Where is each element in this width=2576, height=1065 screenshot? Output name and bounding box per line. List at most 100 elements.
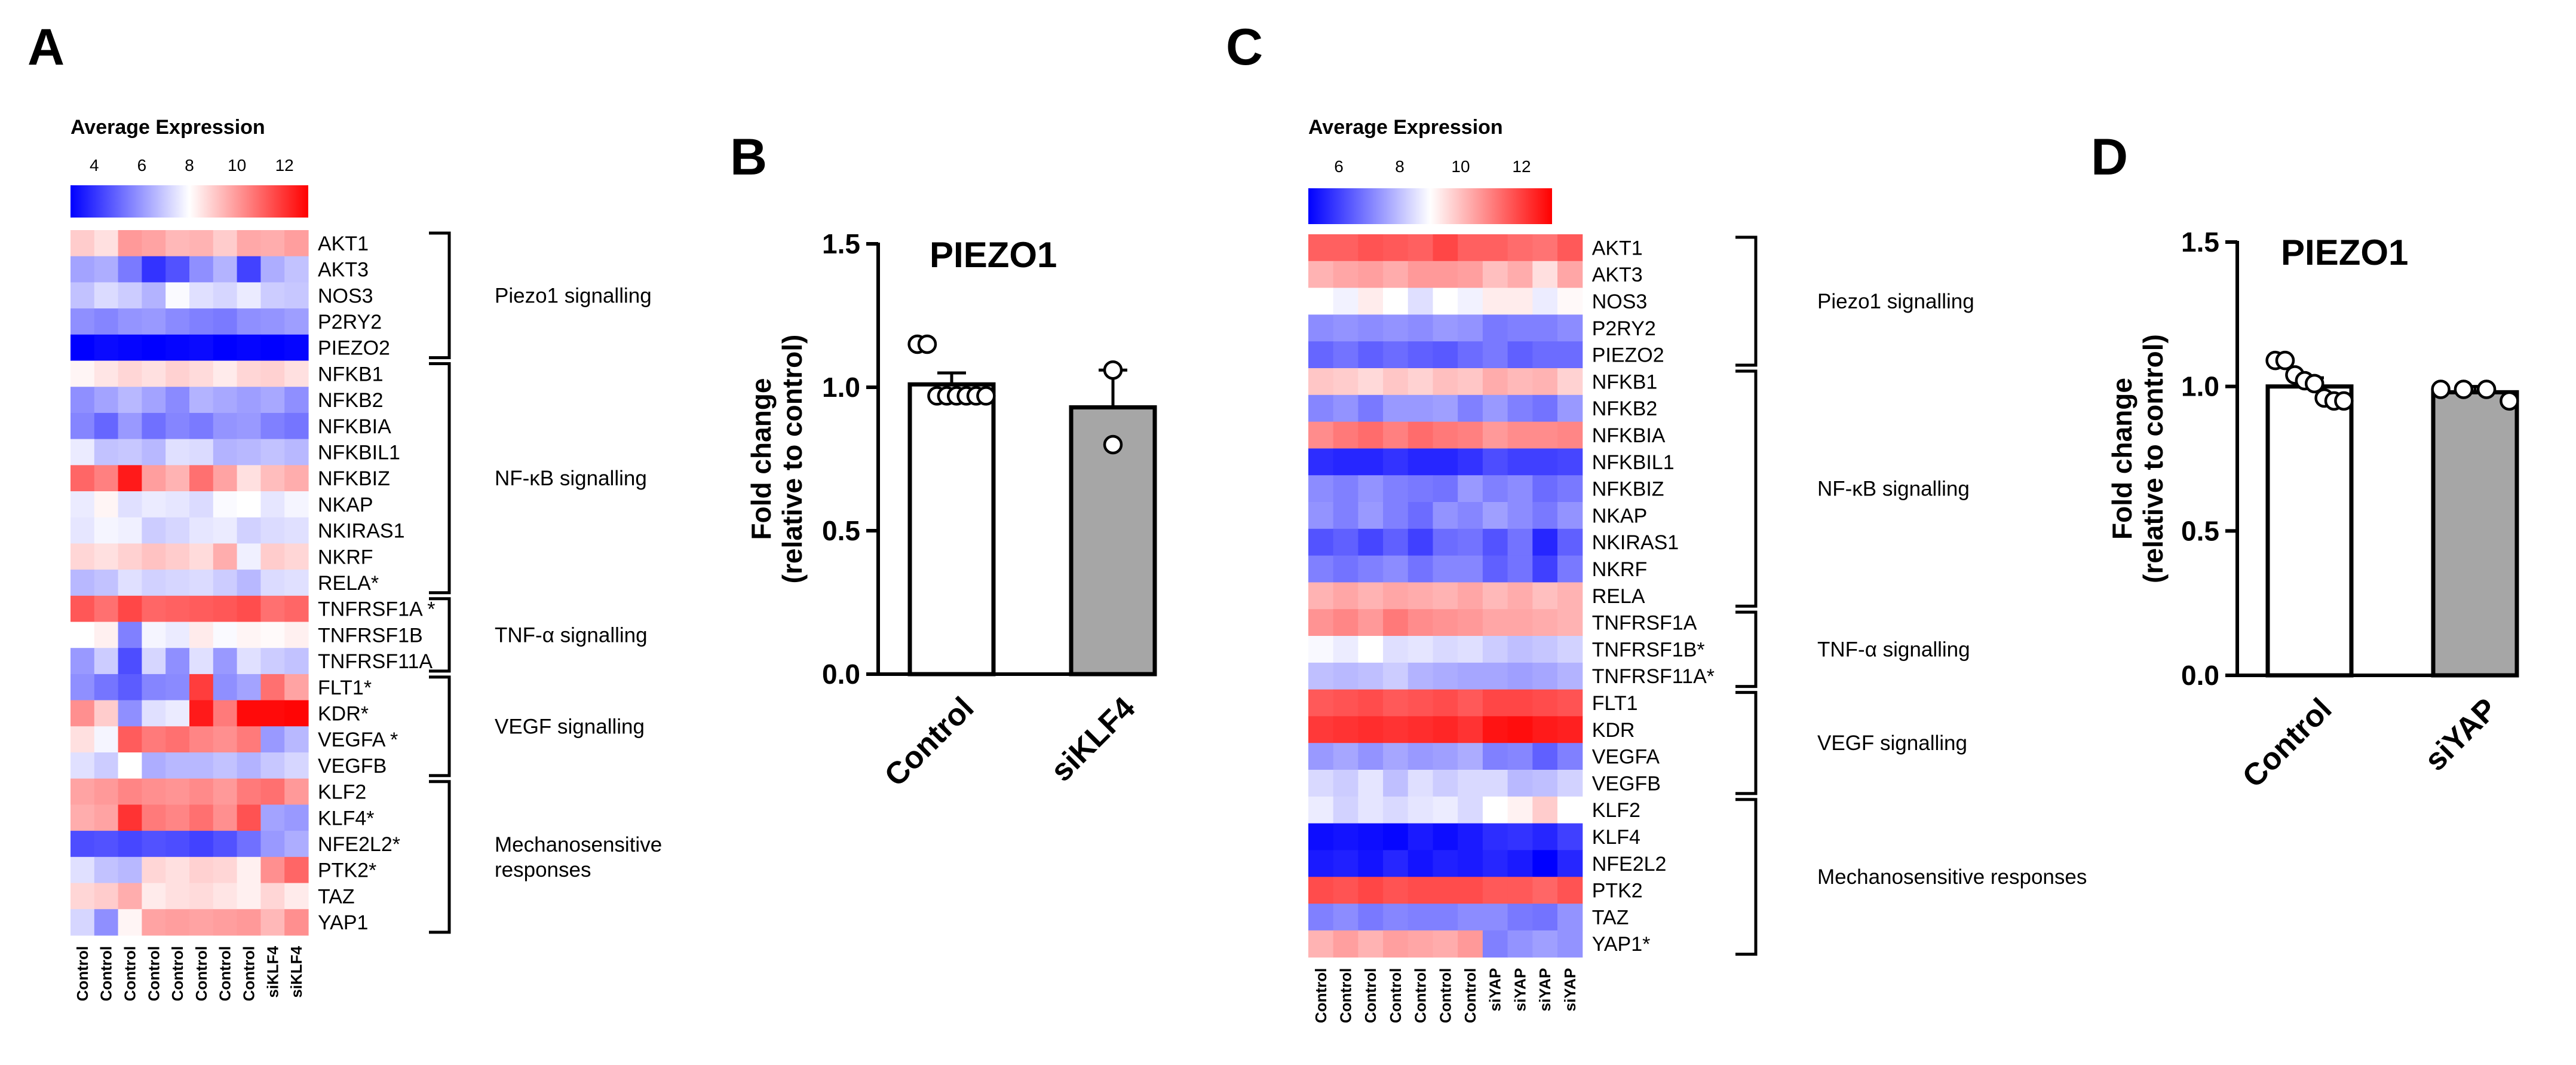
heatmap-cell — [165, 387, 190, 414]
heatmap-cell — [213, 726, 238, 753]
legend-title: Average Expression — [70, 116, 265, 139]
heatmap-cell — [142, 465, 166, 492]
heatmap-cell — [1458, 930, 1483, 958]
heatmap-cell — [94, 517, 119, 544]
heatmap-cell — [1308, 609, 1334, 636]
heatmap-cell — [189, 334, 214, 362]
heatmap-cell — [94, 726, 119, 753]
heatmap-cell — [1333, 716, 1358, 743]
heatmap-cell — [1308, 368, 1334, 396]
heatmap-cell — [260, 517, 285, 544]
heatmap-cell — [1407, 555, 1434, 583]
group-bracket — [1735, 798, 1758, 956]
heatmap-cell — [165, 726, 190, 753]
heatmap-cell — [213, 308, 238, 335]
heatmap-cell — [189, 595, 214, 623]
data-point — [2431, 380, 2451, 399]
heatmap-cell — [213, 439, 238, 466]
heatmap-cell — [1433, 823, 1458, 850]
heatmap-cell — [1358, 877, 1384, 904]
heatmap-cell — [189, 360, 214, 387]
row-label: TNFRSF1A — [1592, 612, 1697, 635]
row-label: NOS3 — [318, 284, 373, 307]
heatmap-cell — [1458, 636, 1483, 663]
legend-color-bar — [70, 185, 308, 218]
legend-tick-label: 6 — [1334, 157, 1344, 176]
heatmap-cell — [1557, 716, 1583, 743]
heatmap-cell — [1358, 716, 1384, 743]
heatmap-cell — [1433, 716, 1458, 743]
heatmap-cell — [284, 804, 309, 831]
group-bracket — [1735, 691, 1758, 795]
column-label: siYAP — [1561, 968, 1579, 1012]
heatmap-cell — [237, 700, 261, 727]
heatmap-cell — [142, 230, 166, 257]
heatmap-cell — [1482, 314, 1508, 342]
heatmap-cell — [142, 674, 166, 701]
heatmap-cell — [1458, 368, 1483, 396]
heatmap-cell — [1433, 368, 1458, 396]
heatmap-cell — [1358, 261, 1384, 289]
legend-tick-label: 12 — [275, 156, 294, 175]
heatmap-c: Average Expression 6 8 10 12 AKT1 AKT3 NOS3 P2RY… — [1308, 116, 2087, 1023]
column-label: siYAP — [1536, 968, 1554, 1012]
column-label: Control — [1412, 968, 1430, 1023]
row-label: NFKB2 — [1592, 397, 1658, 420]
heatmap-cell — [213, 360, 238, 387]
heatmap-cell — [284, 831, 309, 858]
heatmap-cell — [1557, 850, 1583, 877]
column-label: Control — [145, 946, 162, 1001]
group-bracket — [429, 780, 451, 934]
heatmap-cell — [189, 570, 214, 596]
heatmap-cell — [94, 674, 119, 701]
heatmap-cell — [237, 282, 261, 309]
group-label: Mechanosensitive responses — [1817, 865, 2087, 889]
heatmap-cell — [284, 517, 309, 544]
y-tick-label: 1.5 — [822, 228, 860, 259]
row-label: NFKBIZ — [1592, 478, 1664, 501]
row-label: VEGFB — [318, 755, 387, 778]
heatmap-cell — [165, 622, 190, 648]
heatmap-cell — [237, 648, 261, 675]
heatmap-cell — [1458, 609, 1483, 636]
row-label: NKRF — [1592, 558, 1648, 581]
heatmap-cell — [118, 570, 142, 596]
heatmap-cell — [1308, 770, 1334, 797]
heatmap-cell — [1532, 609, 1558, 636]
heatmap-cell — [1482, 743, 1508, 770]
heatmap-cell — [1482, 394, 1508, 423]
heatmap-cell — [165, 230, 190, 257]
heatmap-cell — [1433, 930, 1458, 958]
heatmap-cell — [284, 909, 309, 936]
heatmap-cell — [70, 308, 95, 335]
heatmap-cell — [213, 700, 238, 727]
heatmap-cell — [165, 465, 190, 492]
heatmap-cell — [213, 387, 238, 414]
legend-tick-label: 8 — [1395, 157, 1404, 176]
heatmap-cell — [189, 700, 214, 727]
heatmap-cell — [1532, 261, 1558, 289]
heatmap-cell — [165, 360, 190, 387]
heatmap-cell — [1383, 368, 1409, 396]
heatmap-cell — [142, 256, 166, 283]
heatmap-cell — [70, 700, 95, 727]
heatmap-cell — [1557, 234, 1583, 262]
heatmap-cell — [1433, 770, 1458, 797]
heatmap-cell — [1407, 475, 1434, 503]
heatmap-cell — [70, 752, 95, 779]
heatmap-cell — [1507, 341, 1533, 369]
heatmap-cell — [237, 778, 261, 805]
heatmap-cell — [1407, 904, 1434, 931]
heatmap-cell — [142, 856, 166, 884]
heatmap-cell — [237, 230, 261, 257]
panel-label-d: D — [2091, 128, 2128, 186]
heatmap-cell — [1532, 930, 1558, 958]
heatmap-cell — [237, 439, 261, 466]
heatmap-cell — [142, 412, 166, 440]
heatmap-cell — [1333, 823, 1358, 850]
heatmap-cell — [1532, 582, 1558, 610]
column-label: Control — [192, 946, 210, 1001]
heatmap-cell — [1557, 394, 1583, 423]
heatmap-cell — [1507, 904, 1533, 931]
heatmap-cell — [1557, 475, 1583, 503]
